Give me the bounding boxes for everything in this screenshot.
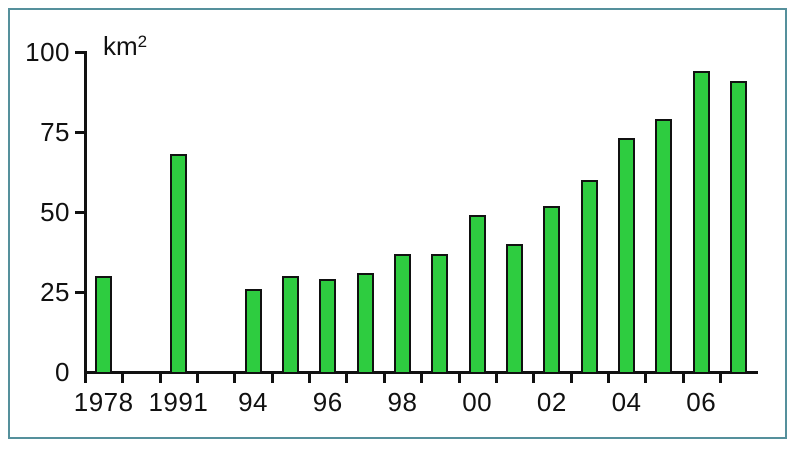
x-axis-label-94: 94 xyxy=(238,387,269,417)
x-axis-tick xyxy=(718,371,722,383)
y-axis-tick-label: 100 xyxy=(25,37,70,67)
y-axis-unit-exponent: 2 xyxy=(137,32,148,51)
x-axis-tick xyxy=(121,371,125,383)
x-axis-tick xyxy=(345,371,349,383)
bar-99 xyxy=(431,253,449,372)
bar-96 xyxy=(319,279,337,372)
x-axis-label-1978: 1978 xyxy=(73,387,134,417)
x-axis-tick xyxy=(382,371,386,383)
x-axis-tick xyxy=(457,371,461,383)
x-axis-tick xyxy=(233,371,237,383)
bar-07 xyxy=(730,80,748,372)
x-axis-tick xyxy=(158,371,162,383)
y-axis-tick xyxy=(75,131,84,134)
y-axis-tick xyxy=(75,211,84,214)
x-axis-label-1991: 1991 xyxy=(148,387,209,417)
x-axis-label-98: 98 xyxy=(387,387,418,417)
bar-97 xyxy=(356,272,374,372)
x-axis-tick xyxy=(494,371,498,383)
bar-06 xyxy=(692,71,710,372)
x-axis-tick xyxy=(532,371,536,383)
x-axis-tick xyxy=(681,371,685,383)
bar-98 xyxy=(393,253,411,372)
x-axis-tick xyxy=(569,371,573,383)
bar-95 xyxy=(281,276,299,372)
x-axis-label-00: 00 xyxy=(462,387,493,417)
x-axis-label-96: 96 xyxy=(312,387,343,417)
bar-1978 xyxy=(95,276,113,372)
y-axis-unit-label: km2 xyxy=(103,31,148,63)
bar-04 xyxy=(618,138,636,372)
x-axis-tick xyxy=(270,371,274,383)
bar-05 xyxy=(655,119,673,372)
y-axis-tick-label: 75 xyxy=(40,117,70,147)
x-axis-tick xyxy=(606,371,610,383)
y-axis-tick xyxy=(75,51,84,54)
x-axis-tick xyxy=(420,371,424,383)
x-axis-tick xyxy=(308,371,312,383)
y-axis-line xyxy=(84,51,87,374)
bar-1991 xyxy=(169,154,187,372)
x-axis-label-04: 04 xyxy=(611,387,642,417)
bar-03 xyxy=(580,180,598,372)
x-axis-label-06: 06 xyxy=(686,387,717,417)
y-axis-tick xyxy=(75,291,84,294)
y-axis-tick-label: 25 xyxy=(40,277,70,307)
x-axis-label-02: 02 xyxy=(536,387,567,417)
y-axis-tick-label: 0 xyxy=(55,357,70,387)
x-axis-tick xyxy=(644,371,648,383)
y-axis-unit-base: km xyxy=(103,31,138,61)
x-axis-tick xyxy=(84,371,87,383)
bar-00 xyxy=(468,215,486,372)
y-axis-tick-label: 50 xyxy=(40,197,70,227)
bar-01 xyxy=(506,244,524,372)
x-axis-tick xyxy=(196,371,200,383)
bar-02 xyxy=(543,205,561,372)
bar-94 xyxy=(244,288,262,372)
